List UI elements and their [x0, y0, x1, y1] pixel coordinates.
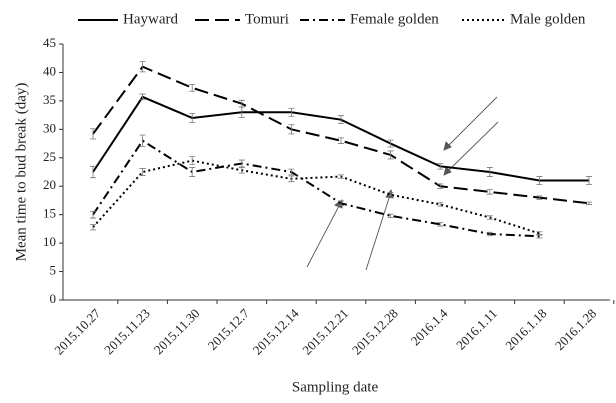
x-tick-label: 2015.11.30 — [151, 306, 203, 358]
x-tick-label: 2015.11.23 — [101, 306, 153, 358]
x-tick-label: 2016.1.11 — [453, 306, 500, 353]
arrow — [365, 194, 391, 271]
legend-label: Tomuri — [245, 11, 289, 27]
error-bar — [139, 61, 146, 73]
error-bar — [387, 192, 394, 198]
series-line — [92, 159, 540, 235]
error-bar — [90, 128, 96, 140]
error-bar — [586, 201, 592, 205]
legend-label: Female golden — [350, 11, 439, 27]
error-bar — [189, 167, 196, 177]
error-bar — [437, 202, 444, 207]
error-bar — [387, 213, 394, 218]
y-tick-label: 35 — [43, 92, 56, 107]
x-tick-label: 2015.12.14 — [250, 305, 302, 357]
y-tick-label: 15 — [43, 206, 56, 221]
error-bar — [189, 156, 196, 166]
error-bar — [288, 107, 295, 117]
error-bar — [536, 195, 543, 200]
error-bar — [90, 210, 96, 219]
y-tick-label: 25 — [43, 149, 56, 164]
error-bar — [189, 113, 196, 123]
x-tick-label: 2015.12.21 — [299, 306, 351, 358]
y-tick-label: 45 — [43, 35, 56, 50]
error-bar — [387, 139, 394, 148]
error-bar — [536, 176, 543, 185]
x-tick-label: 2016.1.4 — [408, 305, 451, 348]
error-bar — [437, 183, 444, 189]
x-axis-title: Sampling date — [292, 379, 379, 395]
y-axis-title: Mean time to bud break (day) — [13, 83, 29, 262]
arrow — [446, 96, 498, 148]
error-bar — [338, 115, 344, 125]
y-tick-label: 20 — [43, 177, 56, 192]
error-bar — [437, 222, 444, 227]
error-bar — [338, 137, 344, 144]
error-bar — [288, 168, 295, 176]
error-bar — [238, 99, 245, 108]
error-bar — [139, 93, 146, 101]
y-tick-label: 0 — [50, 291, 57, 306]
error-bar — [486, 231, 493, 237]
error-bar — [486, 189, 493, 195]
y-tick-label: 30 — [43, 120, 56, 135]
error-bar — [338, 200, 344, 206]
series-line — [92, 139, 540, 238]
error-bar — [288, 124, 295, 135]
error-bar — [288, 175, 295, 183]
error-bar — [338, 174, 344, 179]
error-bar — [238, 159, 245, 168]
y-tick-label: 40 — [43, 63, 56, 78]
error-bar — [139, 168, 146, 176]
series-line — [92, 65, 590, 205]
error-bar — [586, 176, 592, 185]
error-bar — [90, 223, 96, 231]
error-bar — [486, 167, 493, 177]
annotation-arrows — [306, 96, 499, 271]
legend-label: Hayward — [123, 11, 178, 27]
error-bar — [387, 150, 394, 160]
error-bar — [486, 215, 493, 220]
x-tick-label: 2016.1.28 — [552, 306, 599, 353]
error-bar — [189, 83, 196, 92]
error-bar — [90, 165, 96, 179]
legend-label: Male golden — [510, 11, 586, 27]
y-tick-label: 5 — [50, 263, 57, 278]
x-tick-label: 2016.1.18 — [502, 306, 549, 353]
arrow-head — [443, 166, 452, 176]
x-tick-label: 2015.10.27 — [51, 305, 103, 357]
x-tick-label: 2015.12.7 — [205, 305, 253, 353]
y-tick-label: 10 — [43, 234, 56, 249]
arrow — [446, 121, 499, 173]
error-bar — [238, 167, 245, 174]
error-bar — [139, 134, 146, 147]
arrow — [306, 203, 341, 268]
arrow-head — [443, 141, 452, 151]
error-bar — [536, 231, 543, 236]
error-bar — [437, 163, 444, 170]
x-tick-label: 2015.12.28 — [349, 306, 401, 358]
